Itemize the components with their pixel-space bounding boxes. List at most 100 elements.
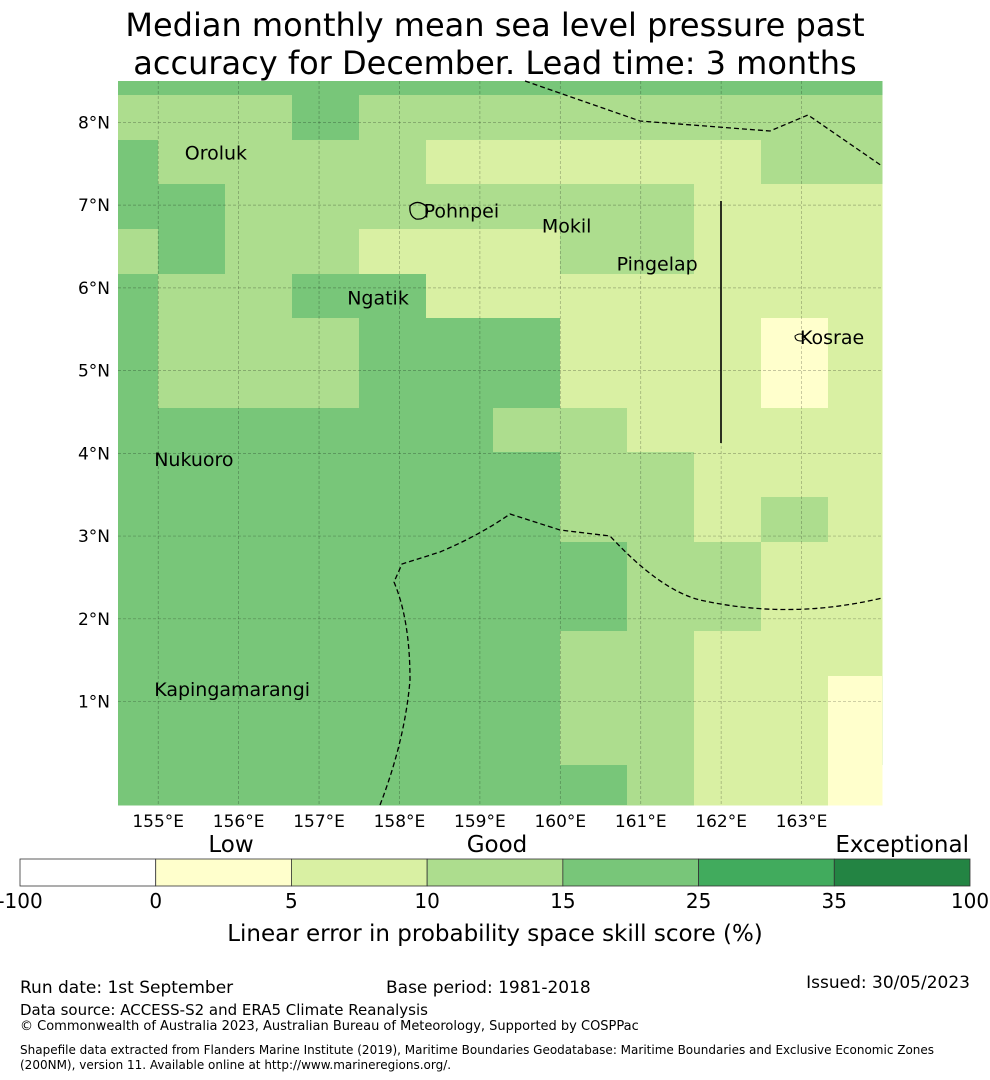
colorbar-swatch bbox=[155, 858, 292, 887]
grid-cell bbox=[761, 765, 829, 806]
place-label: Kosrae bbox=[800, 327, 864, 349]
grid-cell bbox=[761, 408, 829, 453]
eez-boundary-south bbox=[379, 513, 883, 806]
grid-cell bbox=[225, 140, 293, 185]
grid-cell bbox=[292, 452, 360, 498]
grid-cell bbox=[292, 676, 360, 766]
grid-cell bbox=[158, 184, 226, 230]
base-period: Base period: 1981-2018 bbox=[386, 978, 591, 998]
grid-cell bbox=[359, 274, 427, 319]
grid-cell bbox=[292, 765, 360, 806]
run-date: Run date: 1st September bbox=[20, 978, 234, 998]
colorbar-tick-label: 0 bbox=[149, 889, 162, 913]
grid-cell bbox=[359, 676, 427, 766]
colorbar-tick-label: 5 bbox=[285, 889, 298, 913]
colorbar: Low Good Exceptional -100 0 5 10 15 25 35 100 L… bbox=[0, 832, 989, 947]
grid-cell bbox=[118, 184, 159, 230]
grid-cell bbox=[426, 140, 560, 184]
place-label: Oroluk bbox=[185, 143, 247, 165]
grid-cell bbox=[828, 452, 883, 498]
grid-cell bbox=[359, 81, 427, 96]
colorbar-category-good: Good bbox=[467, 832, 528, 858]
grid-cell bbox=[225, 765, 293, 806]
grid-cell bbox=[828, 631, 883, 677]
colorbar-swatch bbox=[698, 858, 835, 887]
grid-cell bbox=[158, 542, 226, 632]
place-label: Mokil bbox=[542, 215, 592, 237]
grid-cell bbox=[694, 676, 762, 766]
grid-cell bbox=[828, 229, 883, 275]
grid-cell bbox=[118, 497, 159, 543]
grid-cell bbox=[694, 140, 761, 184]
grid-cell bbox=[627, 542, 695, 632]
grid-cell bbox=[426, 408, 494, 453]
grid-cell bbox=[359, 631, 427, 677]
grid-cell bbox=[426, 274, 494, 319]
grid-cell bbox=[828, 184, 883, 230]
grid-cell bbox=[426, 676, 494, 766]
grid-cell bbox=[761, 542, 829, 632]
grid-cell bbox=[627, 497, 695, 543]
colorbar-swatch bbox=[833, 858, 971, 887]
skill-map: Oroluk Pohnpei Mokil Pingelap Ngatik Kosrae Nu… bbox=[0, 80, 989, 947]
lat-tick-label: 2°N bbox=[78, 610, 110, 630]
grid-cell bbox=[560, 542, 628, 632]
grid-cell bbox=[292, 274, 360, 319]
lon-tick-label: 156°E bbox=[213, 812, 265, 832]
grid-cell bbox=[560, 229, 628, 275]
grid-cell bbox=[761, 631, 829, 677]
place-label: Pingelap bbox=[617, 253, 698, 275]
lon-tick-label: 155°E bbox=[132, 812, 184, 832]
grid-cell bbox=[493, 452, 561, 498]
grid-cell bbox=[560, 497, 628, 543]
grid-cell bbox=[761, 676, 829, 766]
colorbar-category-exceptional: Exceptional bbox=[835, 832, 969, 858]
grid-cell bbox=[292, 81, 360, 96]
eez-boundary-north bbox=[524, 80, 883, 167]
colorbar-swatches bbox=[19, 858, 971, 887]
grid-cell bbox=[225, 676, 293, 766]
grid-cell bbox=[426, 81, 494, 96]
lon-tick-label: 162°E bbox=[695, 812, 747, 832]
grid-cell bbox=[560, 452, 628, 498]
grid-cell bbox=[493, 95, 561, 141]
grid-cell bbox=[694, 81, 762, 96]
lat-tick-label: 7°N bbox=[78, 196, 110, 216]
grid-cell bbox=[493, 81, 561, 96]
grid-cell bbox=[493, 676, 561, 766]
grid-cell bbox=[158, 452, 226, 498]
grid-cell bbox=[694, 631, 762, 677]
grid-cell bbox=[225, 631, 293, 677]
grid-cell bbox=[426, 95, 494, 141]
lon-tick-label: 161°E bbox=[615, 812, 667, 832]
grid-cell bbox=[359, 452, 427, 498]
grid-cell bbox=[292, 318, 360, 409]
pohnpei-island bbox=[409, 201, 429, 220]
grid-cell bbox=[292, 408, 360, 453]
grid-cell bbox=[761, 95, 829, 141]
grid-cell bbox=[359, 140, 427, 185]
colorbar-tick-label: 35 bbox=[822, 889, 847, 913]
lat-tick-label: 3°N bbox=[78, 527, 110, 547]
grid-cell bbox=[828, 318, 883, 409]
grid-cell bbox=[118, 765, 159, 806]
grid-cell bbox=[627, 184, 695, 230]
grid-cell bbox=[118, 229, 159, 275]
colorbar-label: Linear error in probability space skill … bbox=[227, 921, 763, 947]
colorbar-swatch bbox=[426, 858, 564, 887]
grid-cell bbox=[292, 184, 360, 230]
grid-cell bbox=[761, 184, 829, 230]
grid-cell bbox=[359, 184, 427, 230]
grid-cell bbox=[560, 408, 628, 453]
grid-cell bbox=[694, 497, 762, 543]
grid-cell bbox=[761, 140, 829, 185]
grid-cell bbox=[627, 140, 695, 185]
grid-cell bbox=[225, 81, 293, 96]
lon-tick-label: 160°E bbox=[534, 812, 586, 832]
grid-cell bbox=[225, 452, 293, 498]
grid-cell bbox=[694, 229, 762, 275]
grid-cell bbox=[158, 81, 226, 96]
lat-tick-label: 6°N bbox=[78, 279, 110, 299]
grid-cell bbox=[292, 140, 360, 185]
grid-cell bbox=[560, 140, 627, 184]
